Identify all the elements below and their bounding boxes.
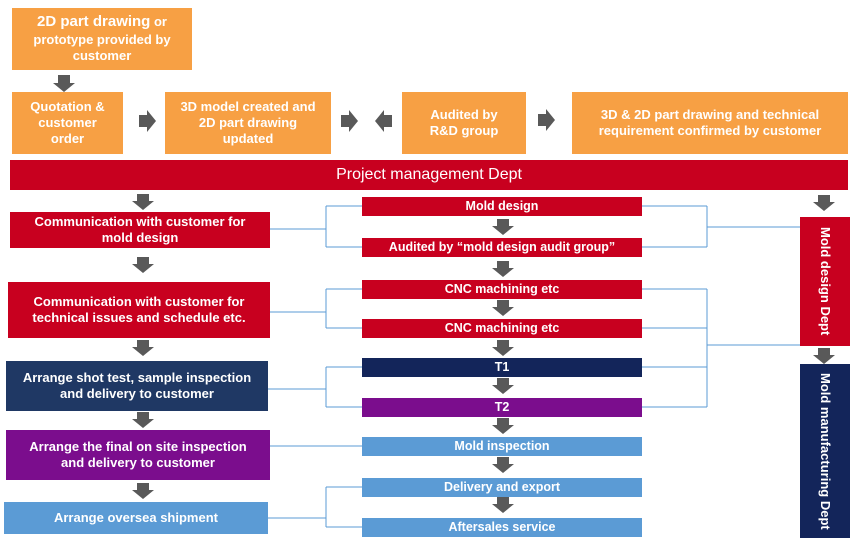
- arrow-down-icon: [132, 194, 154, 210]
- final-inspection-box: Arrange the final on site inspection and…: [6, 430, 270, 480]
- 3d-model-box: 3D model created and 2D part drawing upd…: [165, 92, 331, 154]
- arrow-down-icon: [132, 257, 154, 273]
- drawing-prototype-box: 2D part drawing or prototype provided by…: [12, 8, 192, 70]
- quotation-order-box: Quotation & customer order: [12, 92, 123, 154]
- drawing-title: 2D part drawing: [37, 13, 151, 31]
- aftersales-step: Aftersales service: [362, 518, 642, 537]
- cnc-step-2: CNC machining etc: [362, 319, 642, 338]
- arrow-down-icon: [813, 195, 835, 211]
- arrow-right-icon: [538, 109, 555, 131]
- delivery-export-step: Delivery and export: [362, 478, 642, 497]
- t1-step: T1: [362, 358, 642, 377]
- arrow-down-icon: [492, 497, 514, 513]
- arrow-down-icon: [492, 418, 514, 434]
- arrow-down-icon: [492, 261, 514, 277]
- arrow-down-icon: [492, 300, 514, 316]
- mold-inspection-step: Mold inspection: [362, 437, 642, 456]
- arrow-right-icon: [341, 110, 358, 132]
- t2-step: T2: [362, 398, 642, 417]
- arrow-down-icon: [53, 75, 75, 92]
- arrow-down-icon: [132, 340, 154, 356]
- project-management-banner: Project management Dept: [10, 160, 848, 190]
- drawing-subtitle: prototype provided by customer: [33, 32, 171, 64]
- arrow-down-icon: [492, 219, 514, 235]
- arrow-down-icon: [132, 483, 154, 499]
- mold-design-dept-box: Mold design Dept: [800, 217, 850, 346]
- arrow-down-icon: [813, 348, 835, 364]
- mold-design-step: Mold design: [362, 197, 642, 216]
- arrow-left-icon: [375, 110, 392, 132]
- comm-technical-box: Communication with customer for technica…: [8, 282, 270, 338]
- comm-mold-design-box: Communication with customer for mold des…: [10, 212, 270, 248]
- mold-manufacturing-dept-box: Mold manufacturing Dept: [800, 364, 850, 538]
- arrow-down-icon: [492, 457, 514, 473]
- drawing-title-rest: or: [150, 14, 167, 30]
- confirmed-by-customer-box: 3D & 2D part drawing and technical requi…: [572, 92, 848, 154]
- cnc-step-1: CNC machining etc: [362, 280, 642, 299]
- audit-group-step: Audited by “mold design audit group”: [362, 238, 642, 257]
- arrow-right-icon: [139, 110, 156, 132]
- bracket-connectors: [268, 205, 800, 528]
- shot-test-box: Arrange shot test, sample inspection and…: [6, 361, 268, 411]
- arrow-down-icon: [492, 340, 514, 356]
- audited-rd-box: Audited by R&D group: [402, 92, 526, 154]
- arrow-down-icon: [132, 412, 154, 428]
- arrow-group: [53, 75, 835, 513]
- oversea-shipment-box: Arrange oversea shipment: [4, 502, 268, 534]
- arrow-down-icon: [492, 378, 514, 394]
